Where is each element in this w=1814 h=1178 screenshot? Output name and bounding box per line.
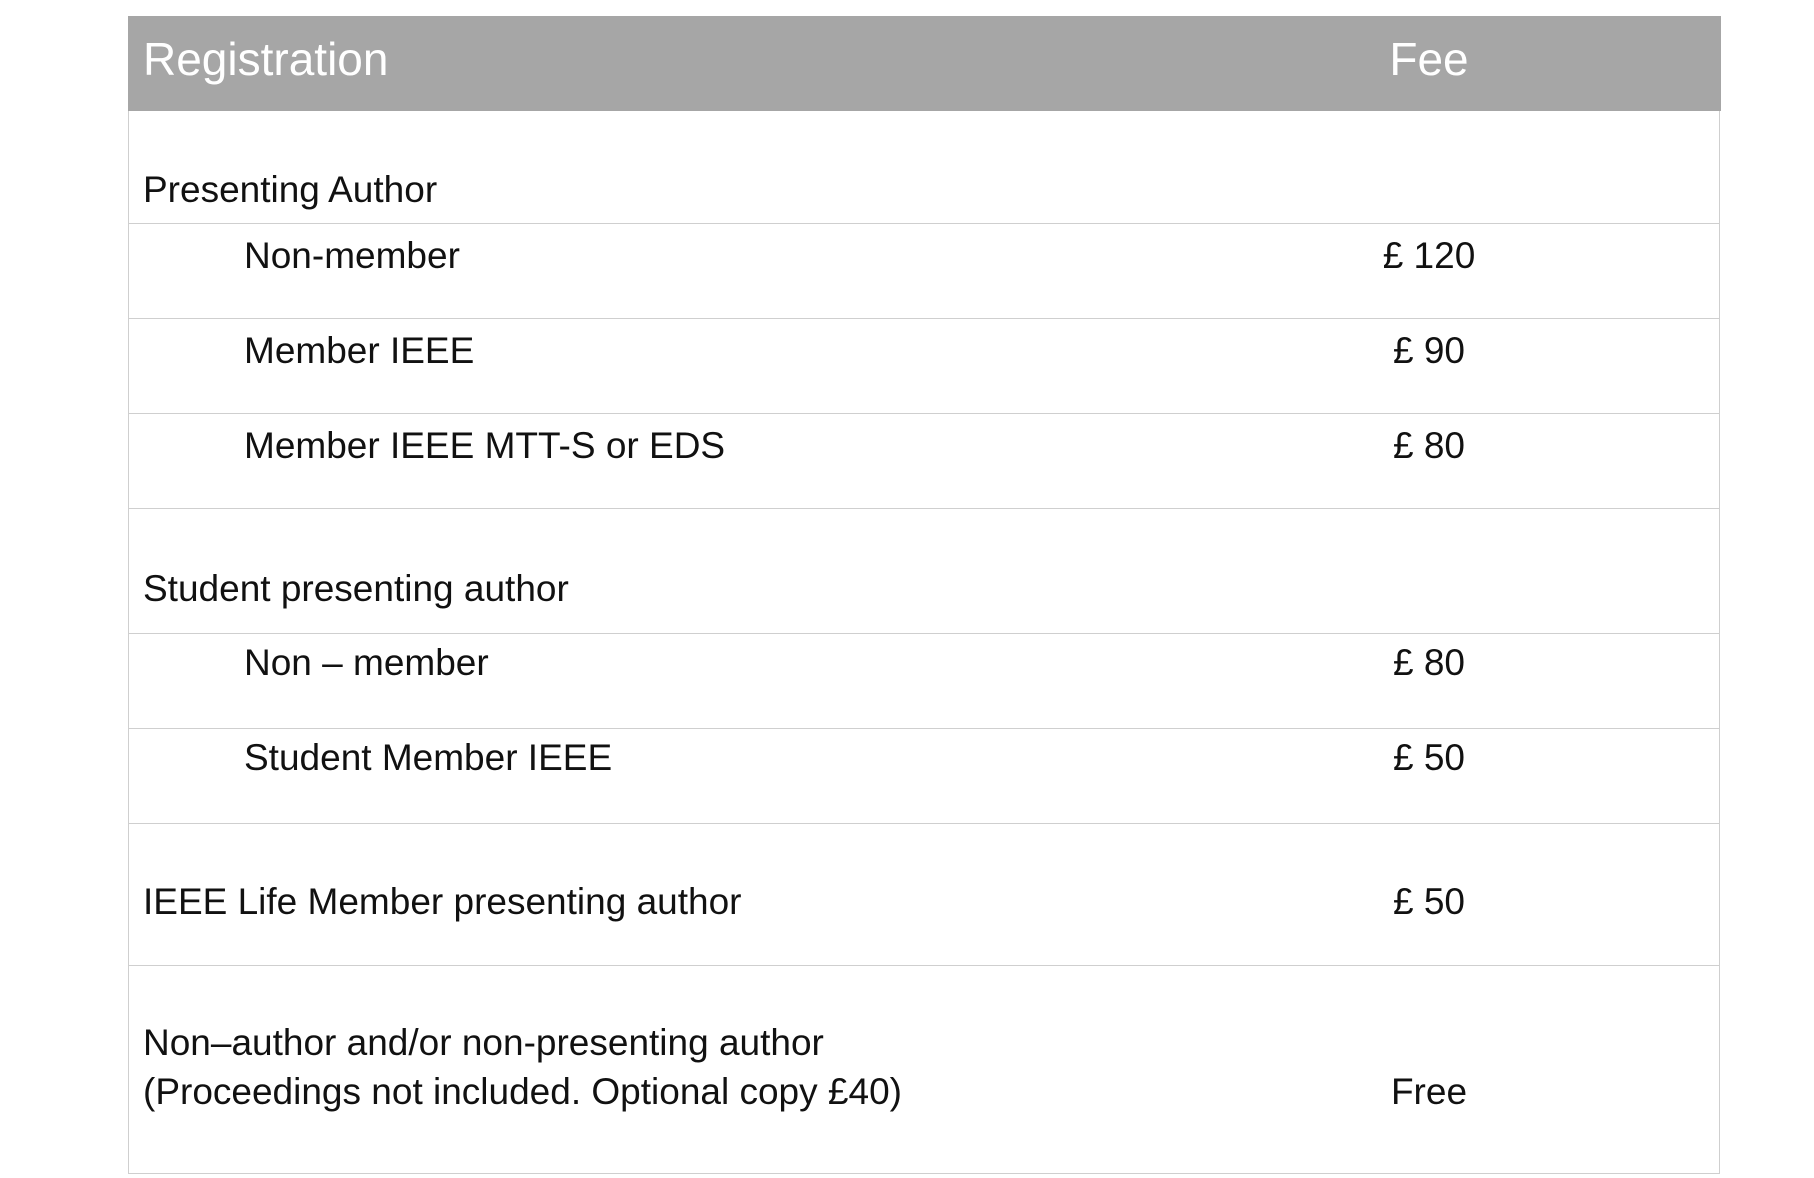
header-fee: Fee — [1389, 33, 1469, 85]
row-fee: £ 80 — [1392, 425, 1466, 466]
table-row: Member IEEE MTT-S or EDS £ 80 — [128, 413, 1720, 509]
table-row: Non–author and/or non-presenting author … — [128, 965, 1720, 1174]
row-label: Student Member IEEE — [244, 737, 613, 778]
row-fee: £ 120 — [1382, 235, 1476, 276]
registration-fee-table — [128, 16, 1720, 1174]
row-label: Non – member — [244, 642, 489, 683]
row-label: Presenting Author — [143, 169, 438, 210]
table-row: IEEE Life Member presenting author £ 50 — [128, 823, 1720, 966]
row-label: Non–author and/or non-presenting author — [143, 1022, 824, 1063]
row-label: Non-member — [244, 235, 460, 276]
row-fee: £ 80 — [1392, 642, 1466, 683]
row-label: IEEE Life Member presenting author — [143, 881, 742, 922]
row-label: Member IEEE MTT-S or EDS — [244, 425, 726, 466]
section-student-presenting-author: Student presenting author — [128, 508, 1720, 634]
row-label: Member IEEE — [244, 330, 475, 371]
row-fee: £ 50 — [1392, 881, 1466, 922]
table-row: Student Member IEEE £ 50 — [128, 728, 1720, 824]
table-row: Non – member £ 80 — [128, 633, 1720, 729]
row-label-note: (Proceedings not included. Optional copy… — [143, 1071, 902, 1112]
section-presenting-author: Presenting Author — [128, 111, 1720, 224]
table-header: Registration Fee — [128, 16, 1721, 111]
row-fee: £ 90 — [1392, 330, 1466, 371]
row-fee: Free — [1390, 1071, 1468, 1112]
row-label: Student presenting author — [143, 568, 569, 609]
row-fee: £ 50 — [1392, 737, 1466, 778]
table-row: Member IEEE £ 90 — [128, 318, 1720, 414]
header-registration: Registration — [143, 33, 389, 85]
table-row: Non-member £ 120 — [128, 223, 1720, 319]
